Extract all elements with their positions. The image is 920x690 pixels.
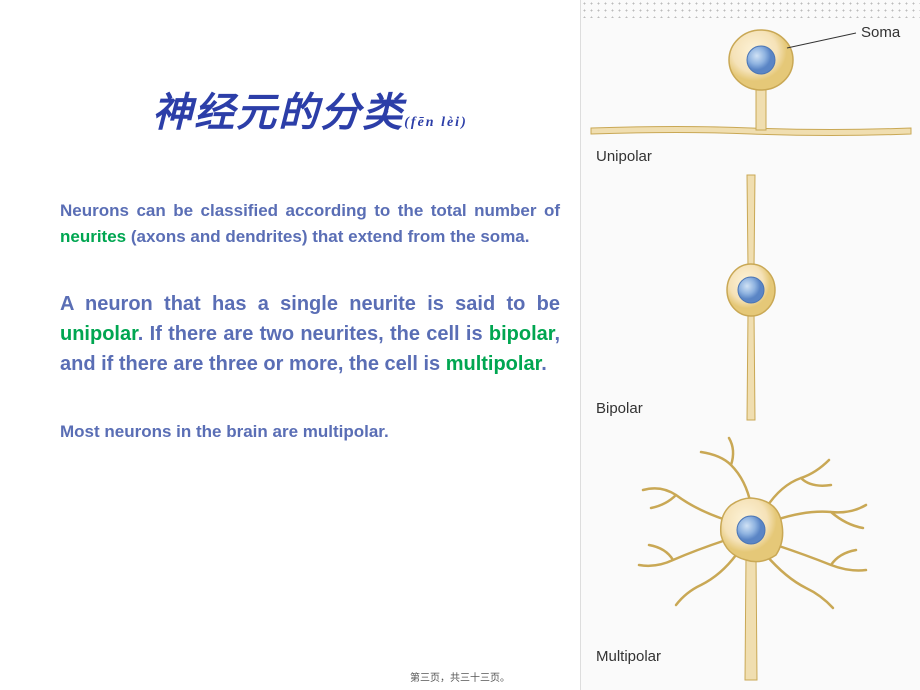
label-bipolar: Bipolar [596, 400, 643, 417]
keyword-neurites: neurites [60, 227, 126, 246]
label-soma: Soma [861, 24, 900, 41]
slide: 神经元的分类(fēn lèi) Neurons can be classifie… [0, 0, 920, 690]
page-footer: 第三页，共三十三页。 [0, 669, 920, 684]
title-main: 神经元的分类 [152, 90, 404, 135]
p2-text-mid1: . If there are two neurites, the cell is [138, 323, 489, 345]
paragraph-3: Most neurons in the brain are multipolar… [60, 419, 560, 445]
keyword-bipolar: bipolar [489, 323, 555, 345]
p1-text: Neurons can be classified according to t… [60, 201, 560, 220]
p2-text-end: . [541, 353, 547, 375]
slide-title: 神经元的分类(fēn lèi) [60, 80, 560, 138]
label-multipolar: Multipolar [596, 648, 661, 665]
keyword-multipolar: multipolar [446, 353, 542, 375]
unipolar-neuron-icon [591, 30, 911, 136]
label-unipolar: Unipolar [596, 148, 652, 165]
p2-text: A neuron that has a single neurite is sa… [60, 293, 560, 315]
bipolar-neuron-icon [727, 175, 775, 420]
text-content: 神经元的分类(fēn lèi) Neurons can be classifie… [0, 0, 580, 690]
paragraph-2: A neuron that has a single neurite is sa… [60, 289, 560, 379]
neuron-illustration [581, 0, 920, 690]
title-pinyin: (fēn lèi) [404, 115, 467, 130]
keyword-unipolar: unipolar [60, 323, 138, 345]
paragraph-1: Neurons can be classified according to t… [60, 198, 560, 249]
multipolar-neuron-icon [639, 438, 866, 680]
p1-text-end: (axons and dendrites) that extend from t… [126, 227, 529, 246]
neuron-diagram-panel: Soma Unipolar Bipolar Multipolar [580, 0, 920, 690]
